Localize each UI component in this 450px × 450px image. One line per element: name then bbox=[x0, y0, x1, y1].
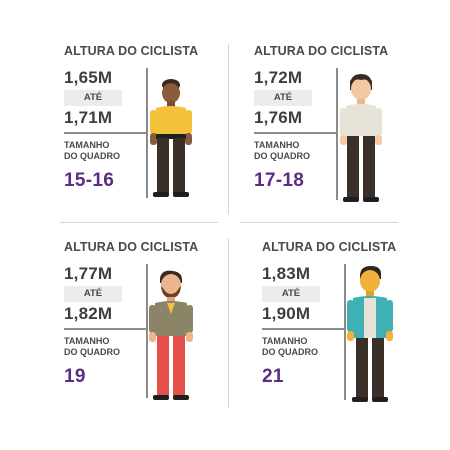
person-white-shirt-icon bbox=[340, 74, 382, 202]
vertical-rule bbox=[344, 264, 346, 400]
horizontal-divider-left bbox=[60, 222, 218, 223]
frame-label-line-1: TAMANHO bbox=[64, 140, 110, 150]
frame-size-label: TAMANHO DO QUADRO bbox=[254, 140, 310, 162]
vertical-divider-top bbox=[228, 44, 229, 214]
height-min: 1,65M bbox=[64, 68, 113, 87]
tall-person-teal-jacket-icon bbox=[347, 266, 393, 402]
height-max: 1,82M bbox=[64, 304, 113, 323]
card-title: ALTURA DO CICLISTA bbox=[64, 44, 199, 58]
frame-size-value: 19 bbox=[64, 366, 86, 387]
frame-label-line-2: DO QUADRO bbox=[262, 347, 318, 357]
frame-label-line-2: DO QUADRO bbox=[64, 347, 120, 357]
vertical-rule bbox=[146, 264, 148, 398]
size-card-4: ALTURA DO CICLISTA 1,83M ATÉ 1,90M TAMAN… bbox=[262, 240, 442, 425]
card-title: ALTURA DO CICLISTA bbox=[254, 44, 389, 58]
card-title: ALTURA DO CICLISTA bbox=[262, 240, 397, 254]
size-card-1: ALTURA DO CICLISTA 1,65M ATÉ 1,71M TAMAN… bbox=[64, 44, 244, 229]
card-title: ALTURA DO CICLISTA bbox=[64, 240, 199, 254]
bearded-person-olive-jacket-icon bbox=[149, 270, 193, 400]
frame-label-line-2: DO QUADRO bbox=[254, 151, 310, 161]
frame-label-line-1: TAMANHO bbox=[262, 336, 308, 346]
frame-size-label: TAMANHO DO QUADRO bbox=[262, 336, 318, 358]
vertical-divider-bottom bbox=[228, 238, 229, 408]
height-max: 1,76M bbox=[254, 108, 303, 127]
frame-size-label: TAMANHO DO QUADRO bbox=[64, 140, 120, 162]
frame-label-line-1: TAMANHO bbox=[64, 336, 110, 346]
horizontal-rule bbox=[64, 132, 146, 134]
horizontal-rule bbox=[262, 328, 344, 330]
horizontal-divider-right bbox=[240, 222, 398, 223]
range-separator: ATÉ bbox=[64, 286, 122, 302]
frame-size-value: 15-16 bbox=[64, 170, 115, 191]
vertical-rule bbox=[336, 68, 338, 200]
horizontal-rule bbox=[64, 328, 146, 330]
height-max: 1,71M bbox=[64, 108, 113, 127]
range-separator: ATÉ bbox=[254, 90, 312, 106]
short-person-yellow-shirt-icon bbox=[150, 79, 192, 197]
frame-size-value: 17-18 bbox=[254, 170, 305, 191]
size-card-3: ALTURA DO CICLISTA 1,77M ATÉ 1,82M TAMAN… bbox=[64, 240, 244, 425]
size-card-2: ALTURA DO CICLISTA 1,72M ATÉ 1,76M TAMAN… bbox=[254, 44, 434, 229]
frame-size-value: 21 bbox=[262, 366, 284, 387]
height-max: 1,90M bbox=[262, 304, 311, 323]
horizontal-rule bbox=[254, 132, 336, 134]
height-min: 1,83M bbox=[262, 264, 311, 283]
height-min: 1,77M bbox=[64, 264, 113, 283]
frame-label-line-2: DO QUADRO bbox=[64, 151, 120, 161]
range-separator: ATÉ bbox=[262, 286, 320, 302]
height-min: 1,72M bbox=[254, 68, 303, 87]
frame-size-label: TAMANHO DO QUADRO bbox=[64, 336, 120, 358]
frame-label-line-1: TAMANHO bbox=[254, 140, 300, 150]
vertical-rule bbox=[146, 68, 148, 198]
range-separator: ATÉ bbox=[64, 90, 122, 106]
